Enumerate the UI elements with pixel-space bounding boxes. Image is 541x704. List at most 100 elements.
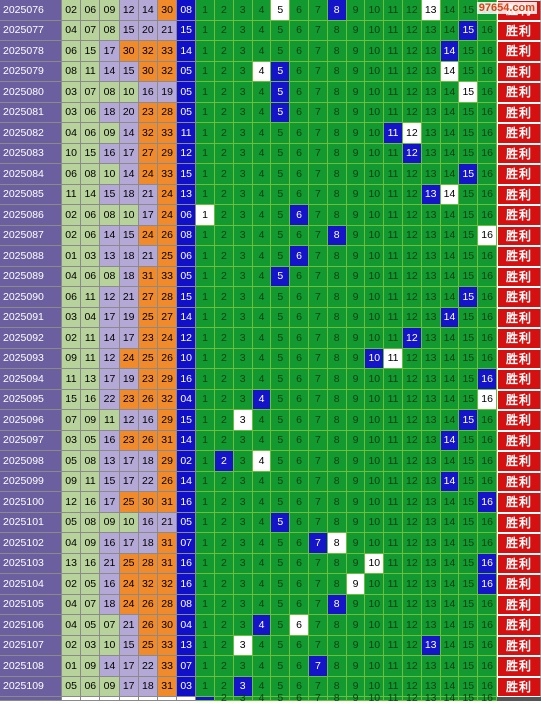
trend-cell: 6	[290, 553, 309, 574]
result-badge[interactable]: 胜利	[497, 512, 541, 533]
red-ball-number: 26	[158, 225, 178, 246]
result-badge[interactable]: 胜利	[497, 246, 541, 267]
trend-cell: 6	[290, 123, 309, 144]
footer-trend-cell[interactable]: 11	[384, 693, 403, 704]
trend-cell: 2	[215, 307, 234, 328]
red-ball-number: 19	[119, 307, 139, 328]
blue-ball-number: 12	[177, 328, 197, 349]
result-badge[interactable]: 胜利	[497, 676, 541, 697]
result-badge[interactable]: 胜利	[497, 307, 541, 328]
trend-cell: 15	[459, 615, 479, 636]
footer-blank-cell[interactable]	[138, 697, 158, 701]
result-badge[interactable]: 胜利	[497, 430, 541, 451]
result-badge[interactable]: 胜利	[497, 389, 541, 410]
trend-cell: 3	[233, 635, 253, 656]
result-badge[interactable]: 胜利	[497, 266, 541, 287]
trend-cell: 9	[346, 471, 366, 492]
result-badge[interactable]: 胜利	[497, 369, 541, 390]
red-ball-number: 21	[100, 553, 120, 574]
trend-cell: 4	[252, 410, 272, 431]
trend-cell: 13	[421, 41, 441, 62]
trend-cell: 9	[346, 20, 366, 41]
result-badge[interactable]: 胜利	[497, 82, 541, 103]
result-badge[interactable]: 胜利	[497, 287, 541, 308]
footer-trend-cell[interactable]: 12	[403, 693, 422, 704]
red-ball-number: 32	[138, 123, 158, 144]
result-badge[interactable]: 胜利	[497, 348, 541, 369]
footer-trend-cell[interactable]	[196, 697, 215, 701]
trend-cell: 7	[309, 164, 328, 185]
trend-cell: 3	[233, 205, 253, 226]
footer-blank-cell[interactable]	[100, 697, 120, 701]
result-badge[interactable]: 胜利	[497, 594, 541, 615]
red-ball-number: 26	[138, 594, 158, 615]
trend-cell: 4	[252, 225, 272, 246]
result-badge[interactable]: 胜利	[497, 328, 541, 349]
trend-cell: 15	[459, 225, 479, 246]
result-badge[interactable]: 胜利	[497, 41, 541, 62]
footer-blue-input[interactable]	[177, 697, 197, 701]
result-badge[interactable]: 胜利	[497, 492, 541, 513]
result-badge[interactable]: 胜利	[497, 553, 541, 574]
footer-trend-cell[interactable]: 3	[233, 693, 253, 704]
trend-cell: 3	[233, 61, 253, 82]
footer-trend-cell[interactable]: 6	[290, 693, 309, 704]
red-ball-number: 09	[100, 123, 120, 144]
footer-trend-cell[interactable]: 15	[459, 693, 479, 704]
trend-cell: 12	[403, 266, 422, 287]
footer-blank-cell[interactable]	[81, 697, 101, 701]
trend-cell: 7	[309, 615, 328, 636]
result-badge[interactable]: 胜利	[497, 533, 541, 554]
trend-cell: 2	[215, 164, 234, 185]
result-badge[interactable]: 胜利	[497, 225, 541, 246]
footer-trend-cell[interactable]: 5	[271, 693, 291, 704]
trend-cell: 11	[384, 82, 403, 103]
result-badge[interactable]: 胜利	[497, 184, 541, 205]
trend-cell: 10	[365, 594, 385, 615]
footer-blank-cell[interactable]	[119, 697, 139, 701]
blue-ball-number: 06	[177, 205, 197, 226]
footer-blank-cell[interactable]	[158, 697, 178, 701]
result-badge[interactable]: 胜利	[497, 102, 541, 123]
trend-cell: 3	[233, 492, 253, 513]
footer-result-cell[interactable]	[497, 697, 541, 701]
result-badge[interactable]: 胜利	[497, 451, 541, 472]
result-badge[interactable]: 胜利	[497, 656, 541, 677]
footer-blank-cell[interactable]	[62, 697, 82, 701]
result-badge[interactable]: 胜利	[497, 410, 541, 431]
trend-cell: 4	[252, 451, 272, 472]
footer-trend-cell[interactable]: 10	[365, 693, 385, 704]
footer-trend-cell[interactable]: 13	[421, 693, 441, 704]
trend-cell: 12	[403, 656, 422, 677]
result-badge[interactable]: 胜利	[497, 164, 541, 185]
trend-cell: 2	[215, 41, 234, 62]
result-badge[interactable]: 胜利	[497, 143, 541, 164]
result-badge[interactable]: 胜利	[497, 123, 541, 144]
result-badge[interactable]: 胜利	[497, 205, 541, 226]
trend-cell: 6	[290, 492, 309, 513]
footer-trend-cell[interactable]: 7	[309, 693, 328, 704]
trend-cell: 11	[384, 410, 403, 431]
trend-cell: 16	[478, 635, 497, 656]
result-badge[interactable]: 胜利	[497, 61, 541, 82]
trend-cell: 3	[233, 430, 253, 451]
result-badge[interactable]: 胜利	[497, 471, 541, 492]
trend-cell: 10	[365, 512, 385, 533]
result-badge[interactable]: 胜利	[497, 20, 541, 41]
footer-trend-cell[interactable]: 9	[346, 693, 366, 704]
trend-cell: 16	[478, 533, 497, 554]
blue-ball-number: 06	[177, 246, 197, 267]
footer-trend-cell[interactable]: 2	[215, 693, 234, 704]
result-badge[interactable]: 胜利	[497, 615, 541, 636]
trend-cell: 6	[290, 594, 309, 615]
footer-trend-cell[interactable]: 14	[440, 693, 460, 704]
result-badge[interactable]: 胜利	[497, 635, 541, 656]
footer-trend-cell[interactable]: 16	[478, 693, 497, 704]
footer-trend-cell[interactable]: 8	[327, 693, 347, 704]
issue-number: 2025079	[0, 61, 62, 82]
trend-cell: 15	[459, 143, 479, 164]
footer-trend-cell[interactable]: 4	[252, 693, 272, 704]
trend-cell: 13	[421, 553, 441, 574]
trend-cell: 4	[252, 471, 272, 492]
result-badge[interactable]: 胜利	[497, 574, 541, 595]
